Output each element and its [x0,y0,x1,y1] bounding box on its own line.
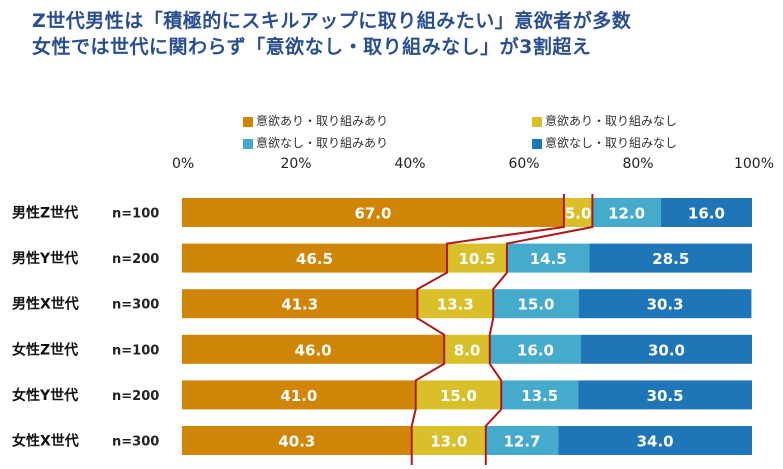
bar-segment [506,243,590,273]
row-label: 女性Y世代 [12,387,78,404]
legend-swatch-icon [243,139,253,149]
legend-label: 意欲なし・取り組みあり [256,136,389,150]
value-label: 12.7 [503,433,540,451]
chart-title-line-1: Z世代男性は「積極的にスキルアップに取り組みたい」意欲者が多数 [32,10,632,32]
value-label: 67.0 [354,205,391,223]
value-label: 41.0 [280,387,317,405]
sample-size-label: n=100 [112,207,159,222]
value-label: 46.0 [295,341,332,359]
bar-segment [563,198,593,227]
bar-segment [182,380,416,410]
bar-segment [501,380,579,410]
value-label: 15.0 [440,387,477,405]
bars [182,198,752,455]
legend-swatch-icon [532,139,542,149]
legend-label: 意欲あり・取り組みなし [545,114,678,128]
row-label: 女性Z世代 [12,341,78,358]
value-label: 30.0 [648,341,685,359]
value-label: 46.5 [296,250,333,268]
value-label: 30.3 [647,296,684,314]
value-label: 8.0 [454,341,481,359]
bar-segment [444,334,490,364]
bar-segment [578,289,752,319]
x-axis-ticks: 0% 20% 40% 60% 80% 100% [172,156,774,172]
bar-segment [493,289,579,319]
connector-lines [410,194,594,465]
x-tick-label: 80% [622,156,653,172]
sample-size-label: n=300 [112,435,159,450]
x-tick-label: 60% [508,156,539,172]
bar-segment [489,334,581,364]
bar-segment [182,243,448,273]
legend-item-1: 意欲あり・取り組みあり [243,112,388,129]
connector-line [410,194,565,465]
value-label: 16.0 [517,341,554,359]
bar-segment [660,198,752,227]
legend-swatch-icon [532,117,542,127]
value-label: 5.0 [565,205,592,223]
value-label: 14.5 [530,250,567,268]
x-tick-label: 40% [394,156,425,172]
legend-item-2: 意欲あり・取り組みなし [532,112,677,129]
legend-swatch-icon [243,117,253,127]
sample-size-label: n=100 [112,343,159,358]
bar-segment [182,198,564,227]
bar-segment [581,334,752,364]
value-label: 16.0 [688,205,725,223]
value-label: 41.3 [281,296,318,314]
legend-item-4: 意欲なし・取り組みなし [532,134,677,151]
chart-title-line-2: 女性では世代に関わらず「意欲なし・取り組みなし」が3割超え [32,36,592,58]
value-label: 34.0 [637,433,674,451]
bar-segment [592,198,661,227]
x-tick-label: 0% [172,156,194,172]
bar-segment [558,426,752,455]
legend-label: 意欲なし・取り組みなし [545,136,678,150]
value-label: 10.5 [458,250,495,268]
value-label: 40.3 [278,433,315,451]
connector-line [484,194,594,465]
sample-size-label: n=300 [112,298,159,313]
value-label: 13.5 [521,387,558,405]
value-label: 13.0 [430,433,467,451]
row-label: 女性X世代 [12,433,79,450]
bar-segment [485,426,559,455]
legend-item-3: 意欲なし・取り組みあり [243,134,388,151]
bar-segment [182,334,445,364]
bar-segment [447,243,507,273]
value-labels: 67.0 5.0 12.0 16.0 46.5 10.5 14.5 28.5 41.3 13.3 1… [278,205,725,451]
value-label: 28.5 [652,250,689,268]
bar-segment [411,426,486,455]
row-label: 男性Z世代 [12,205,78,222]
bar-segment [589,243,752,273]
bar-segment [182,426,412,455]
sample-size-label: n=200 [112,389,159,404]
x-tick-label: 100% [734,156,774,172]
row-label: 男性X世代 [12,296,79,313]
x-tick-label: 20% [280,156,311,172]
row-labels: 男性Z世代 n=100 男性Y世代 n=200 男性X世代 n=300 女性Z世代 n=100… [12,205,159,450]
legend-label: 意欲あり・取り組みあり [256,114,389,128]
sample-size-label: n=200 [112,252,159,267]
bar-segment [417,289,494,319]
value-label: 13.3 [437,296,474,314]
value-label: 12.0 [608,205,645,223]
bar-segment [182,289,418,319]
value-label: 30.5 [647,387,684,405]
bar-segment [415,380,502,410]
value-label: 15.0 [517,296,554,314]
bar-segment [578,380,752,410]
row-label: 男性Y世代 [12,250,78,267]
